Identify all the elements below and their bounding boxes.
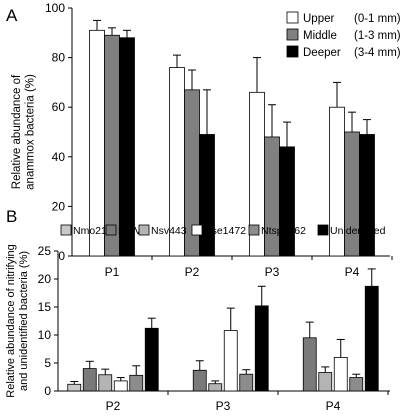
- panel-b-bar: [223, 330, 238, 392]
- panel-b-bar: [208, 383, 223, 392]
- panel-a-bar: [279, 146, 295, 257]
- panel-b-bar: [239, 373, 254, 392]
- panel-a-legend-entry: Middle: [303, 30, 337, 42]
- panel-a-y-axis-title-line: Relative abundance of: [11, 74, 23, 189]
- panel-b-bar: [98, 374, 113, 392]
- panel-a-legend-entry: Deeper: [303, 47, 341, 59]
- panel-b-label: B: [6, 207, 17, 226]
- panel-b-bar: [318, 372, 333, 392]
- panel-b-bar: [333, 356, 348, 392]
- panel-a-legend-swatch: [286, 45, 299, 58]
- panel-b-legend-swatch: [317, 224, 329, 236]
- panel-a-x-tick-label: P1: [105, 265, 120, 279]
- panel-a-x-tick-label: P4: [345, 265, 360, 279]
- panel-b-legend-entry: NmV: [118, 225, 141, 237]
- panel-b-bar: [349, 377, 364, 392]
- panel-a-legend-entry: Upper: [303, 13, 334, 25]
- panel-a-bar: [359, 134, 375, 257]
- panel-b-y-axis-title-line: and unidentified bacteria (%): [18, 251, 30, 391]
- panel-b-y-axis-title-line: Relative abundance of nitrifying: [5, 244, 17, 397]
- panel-b-bar: [364, 285, 379, 392]
- panel-a-y-tick-label: 0: [58, 249, 65, 263]
- panel-a-y-axis-title-line: anammox bacteria (%): [25, 74, 37, 190]
- panel-b-y-tick-label: 5: [44, 356, 51, 370]
- panel-b-x-tick-label: P2: [106, 399, 121, 413]
- panel-b-y-axis-title: Relative abundance of nitrifying and unid…: [5, 244, 30, 397]
- panel-b-legend-entry: Nse1472: [204, 225, 246, 237]
- panel-b-bar: [254, 305, 269, 392]
- panel-b-legend-entry: Nmo218: [73, 225, 113, 237]
- panel-a-bar: [119, 37, 135, 257]
- panel-a-bar: [344, 131, 360, 257]
- panel-a-y-axis-title: Relative abundance of anammox bacteria (%…: [11, 74, 37, 190]
- panel-a-y-tick-label: 40: [52, 150, 66, 164]
- panel-b-y-tick-label: 20: [38, 272, 52, 286]
- panel-b-bar: [144, 327, 159, 392]
- panel-b-legend-swatch: [138, 224, 150, 236]
- panel-a-label: A: [6, 6, 18, 25]
- panel-b-x-tick-label: P3: [216, 399, 231, 413]
- panel-b-bar: [67, 383, 82, 392]
- panel-b-bar: [82, 368, 97, 392]
- panel-b-legend-entry: Nsv443: [151, 225, 187, 237]
- panel-a-bar: [89, 29, 105, 257]
- panel-b-legend-swatch: [248, 224, 260, 236]
- panel-b-legend-entry: Ntspa662: [261, 225, 306, 237]
- panel-b-legend-swatch: [60, 224, 72, 236]
- panel-a-bar: [264, 136, 280, 257]
- panel-a-x-tick-label: P2: [185, 265, 200, 279]
- panel-a-legend-swatch: [286, 11, 299, 24]
- panel-b-bar: [192, 369, 207, 392]
- panel-b-bar: [129, 374, 144, 392]
- panel-a-y-tick-label: 20: [52, 199, 66, 213]
- panel-b-legend-entry: Unidentified: [330, 225, 386, 237]
- panel-a-y-tick-label: 100: [45, 1, 65, 15]
- panel-a-y-tick-label: 60: [52, 100, 66, 114]
- panel-b-bar: [302, 337, 317, 392]
- panel-b-legend-swatch: [191, 224, 203, 236]
- panel-a-x-tick-label: P3: [265, 265, 280, 279]
- panel-b-legend-swatch: [105, 224, 117, 236]
- panel-a-bar: [199, 134, 215, 257]
- panel-b-bar: [113, 380, 128, 392]
- panel-a-legend-range: (1-3 mm): [354, 30, 400, 42]
- panel-b-y-tick-label: 10: [38, 328, 52, 342]
- panel-a-legend-swatch: [286, 28, 299, 41]
- panel-b-y-tick-label: 0: [44, 384, 51, 398]
- panel-b-y-tick-label: 15: [38, 300, 52, 314]
- panel-b-x-tick-label: P4: [326, 399, 341, 413]
- panel-a-legend-range: (0-1 mm): [354, 13, 400, 25]
- panel-a-legend-range: (3-4 mm): [354, 47, 400, 59]
- panel-b-y-tick-label: 25: [38, 244, 52, 258]
- panel-a-bar: [104, 34, 120, 257]
- panel-a-y-tick-label: 80: [52, 51, 66, 65]
